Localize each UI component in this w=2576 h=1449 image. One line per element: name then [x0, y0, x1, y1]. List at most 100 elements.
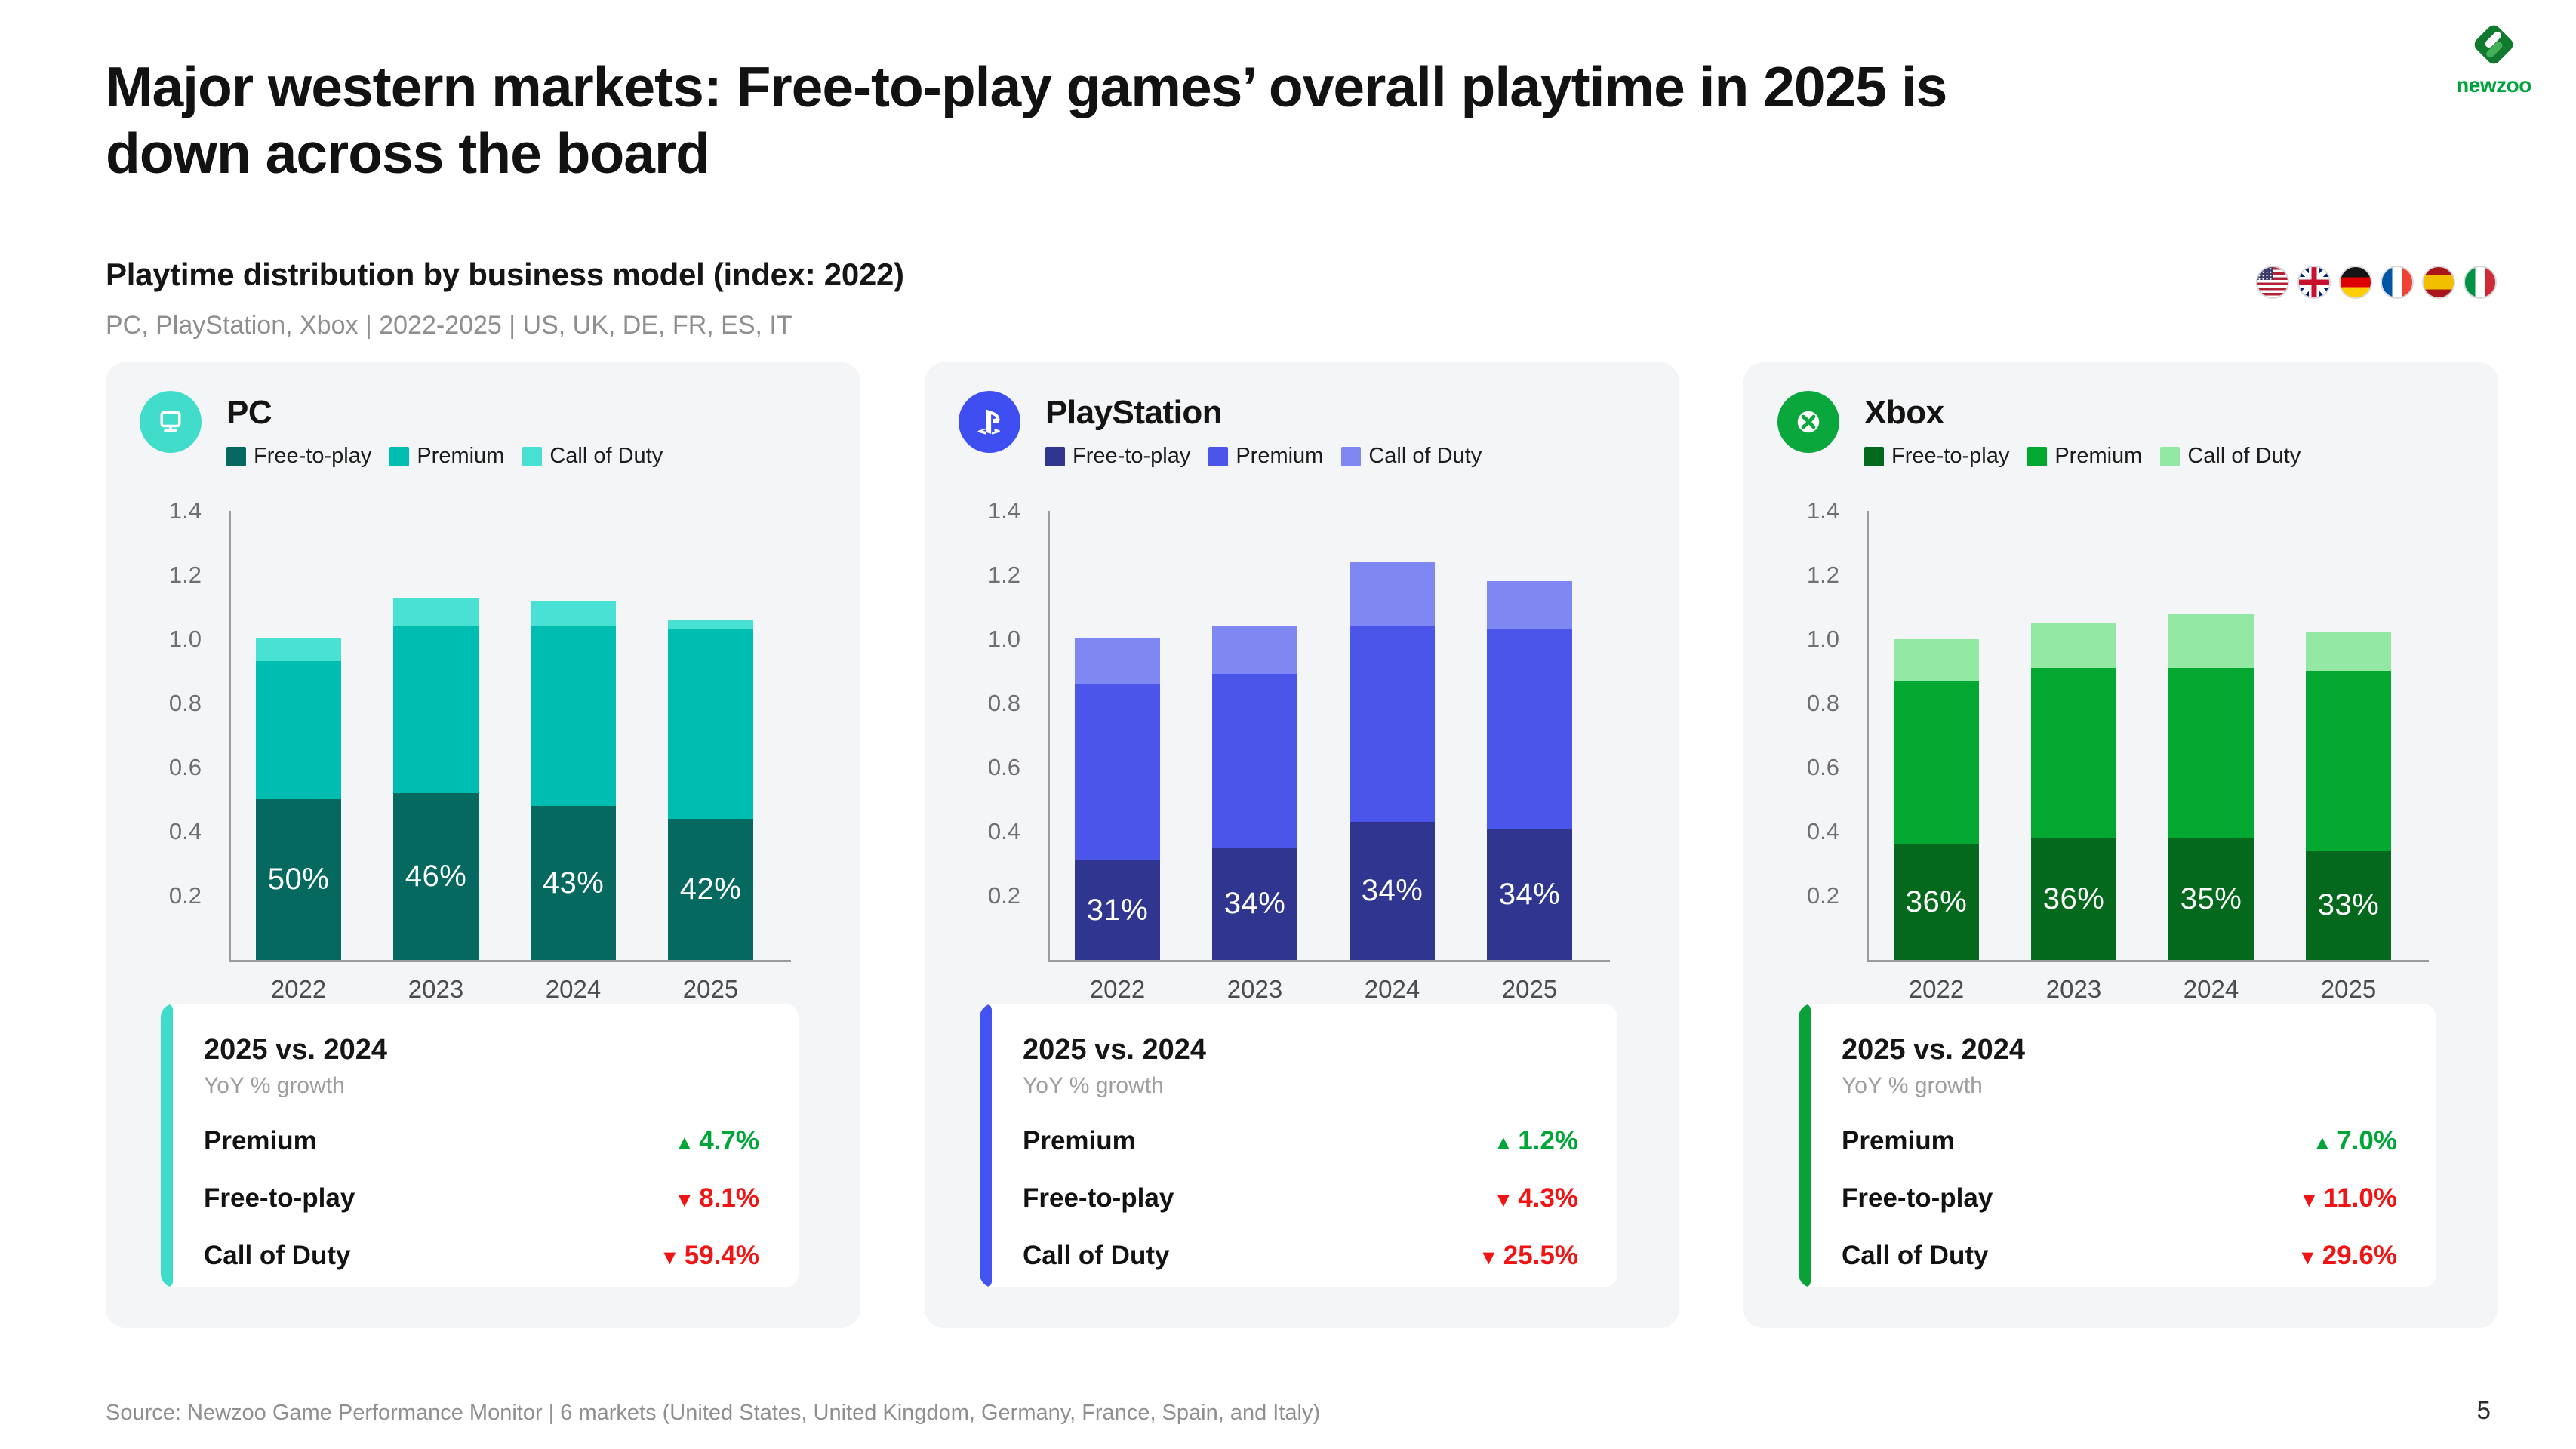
legend-item: Free-to-play	[1045, 444, 1190, 469]
x-axis-label-2025: 2025	[2320, 975, 2377, 1003]
stacked-bar-2023: 36%	[2031, 623, 2116, 960]
page-title-line-2: down across the board	[106, 121, 710, 185]
summary-row-premium: Premium ▲ 4.7%	[204, 1126, 759, 1156]
bar-segment-call-of-duty	[393, 598, 479, 626]
legend-swatch	[522, 446, 543, 466]
bar-segment-premium	[1075, 684, 1160, 860]
legend-item: Call of Duty	[522, 444, 663, 469]
stacked-bar-2025: 34%	[1487, 581, 1572, 960]
bar-segment-call-of-duty	[2168, 614, 2254, 668]
summary-row-label: Free-to-play	[1842, 1183, 1993, 1213]
legend-swatch	[2160, 446, 2181, 466]
flag-de	[2339, 266, 2372, 299]
bar-segment-free-to-play: 31%	[1075, 860, 1160, 960]
x-axis-label-2023: 2023	[2045, 975, 2102, 1003]
legend-item: Free-to-play	[226, 444, 371, 469]
bar-segment-premium	[2168, 668, 2254, 838]
y-tick-label: 1.0	[168, 626, 202, 652]
card-header: PC Free-to-play Premium Call of Duty	[140, 391, 663, 469]
bar-segment-free-to-play: 36%	[2031, 838, 2116, 960]
bar-segment-free-to-play: 34%	[1487, 829, 1572, 960]
flag-es	[2422, 266, 2455, 299]
summary-row-free-to-play: Free-to-play ▼ 11.0%	[1842, 1183, 2397, 1214]
flag-us	[2256, 266, 2289, 299]
legend-swatch	[389, 446, 410, 466]
y-tick-label: 1.4	[168, 497, 202, 524]
legend-swatch	[1208, 446, 1229, 466]
bar-segment-premium	[256, 661, 341, 799]
legend-label: Premium	[2054, 444, 2143, 468]
y-tick-label: 0.2	[1806, 882, 1839, 909]
section-subtitle: Playtime distribution by business model …	[106, 257, 904, 292]
y-tick-label: 0.8	[168, 690, 202, 716]
xbox-icon	[1777, 391, 1839, 453]
bar-segment-free-to-play: 34%	[1212, 848, 1297, 960]
bar-segment-premium	[2306, 671, 2391, 851]
x-axis-label-2023: 2023	[1226, 975, 1283, 1003]
summary-rows: Premium ▲ 1.2% Free-to-play ▼ 4.3% Call of Dut…	[1023, 1126, 1578, 1271]
summary-row-label: Call of Duty	[1023, 1241, 1170, 1270]
legend-label: Premium	[417, 444, 505, 468]
summary-row-label: Call of Duty	[204, 1241, 351, 1270]
bar-share-label: 43%	[542, 866, 605, 900]
summary-row-label: Free-to-play	[204, 1183, 355, 1213]
bar-share-label: 35%	[2180, 881, 2242, 915]
bar-segment-call-of-duty	[2306, 632, 2391, 671]
summary-row-value: ▲ 4.7%	[674, 1126, 759, 1155]
y-tick-label: 0.2	[987, 882, 1020, 909]
x-axis-label-2023: 2023	[408, 975, 464, 1003]
summary-row-value: ▼ 25.5%	[1479, 1241, 1578, 1270]
stacked-bar-2025: 42%	[668, 620, 753, 960]
bar-segment-free-to-play: 36%	[1894, 844, 1979, 960]
bar-segment-call-of-duty	[668, 620, 753, 629]
summary-row-call-of-duty: Call of Duty ▼ 29.6%	[1842, 1241, 2397, 1271]
legend-swatch	[2027, 446, 2048, 466]
legend-label: Premium	[1236, 444, 1324, 468]
summary-subtitle: YoY % growth	[204, 1073, 345, 1098]
bar-segment-free-to-play: 50%	[256, 799, 341, 960]
stacked-bar-2024: 43%	[531, 601, 616, 960]
platform-card-pc: PC Free-to-play Premium Call of Duty 0.2 0.…	[106, 362, 860, 1328]
legend-label: Free-to-play	[1073, 444, 1191, 468]
page-number: 5	[2476, 1396, 2491, 1424]
y-axis-ticks: 0.2 0.4 0.6 0.8 1.0 1.2 1.4	[1743, 497, 1853, 960]
bar-segment-call-of-duty	[1212, 626, 1297, 674]
down-arrow-icon: ▼	[660, 1246, 680, 1269]
summary-row-label: Call of Duty	[1842, 1241, 1989, 1270]
summary-row-value: ▼ 8.1%	[674, 1183, 759, 1213]
y-tick-label: 0.4	[168, 818, 202, 844]
bar-segment-call-of-duty	[2031, 623, 2116, 668]
bar-share-label: 46%	[405, 860, 467, 893]
x-axis-label-2024: 2024	[1364, 975, 1420, 1003]
summary-row-premium: Premium ▲ 1.2%	[1023, 1126, 1578, 1156]
market-flags	[2256, 266, 2497, 299]
summary-subtitle: YoY % growth	[1023, 1073, 1164, 1098]
flag-uk	[2297, 266, 2331, 299]
stacked-bar-2024: 35%	[2168, 614, 2254, 960]
up-arrow-icon: ▲	[1493, 1131, 1514, 1154]
newzoo-logo: newzoo	[2445, 20, 2543, 97]
summary-title: 2025 vs. 2024	[1842, 1034, 2026, 1066]
summary-row-label: Premium	[1842, 1126, 1955, 1155]
bar-segment-premium	[668, 629, 753, 819]
summary-rows: Premium ▲ 4.7% Free-to-play ▼ 8.1% Call of Dut…	[204, 1126, 759, 1271]
summary-subtitle: YoY % growth	[1842, 1073, 1983, 1098]
summary-accent-bar	[161, 1004, 173, 1287]
stacked-bar-2023: 34%	[1212, 626, 1297, 960]
legend-swatch	[1045, 446, 1065, 466]
summary-title: 2025 vs. 2024	[204, 1034, 388, 1066]
source-note: Source: Newzoo Game Performance Monitor …	[106, 1401, 1321, 1425]
summary-row-label: Premium	[204, 1126, 317, 1155]
stacked-bar-2022: 36%	[1894, 639, 1979, 960]
bar-share-label: 31%	[1086, 893, 1149, 927]
y-tick-label: 0.8	[1806, 690, 1839, 716]
bar-segment-call-of-duty	[1894, 639, 1979, 681]
y-tick-label: 1.4	[1806, 497, 1839, 524]
legend-label: Free-to-play	[254, 444, 372, 468]
y-tick-label: 1.4	[987, 497, 1020, 524]
y-tick-label: 1.0	[1806, 626, 1839, 652]
stacked-bar-plot: 36% 2022 36% 2023 35% 2024 33% 2025	[1867, 511, 2429, 1003]
legend-item: Premium	[1208, 444, 1323, 469]
bar-share-label: 36%	[2042, 881, 2105, 915]
bar-share-label: 34%	[1223, 887, 1286, 920]
